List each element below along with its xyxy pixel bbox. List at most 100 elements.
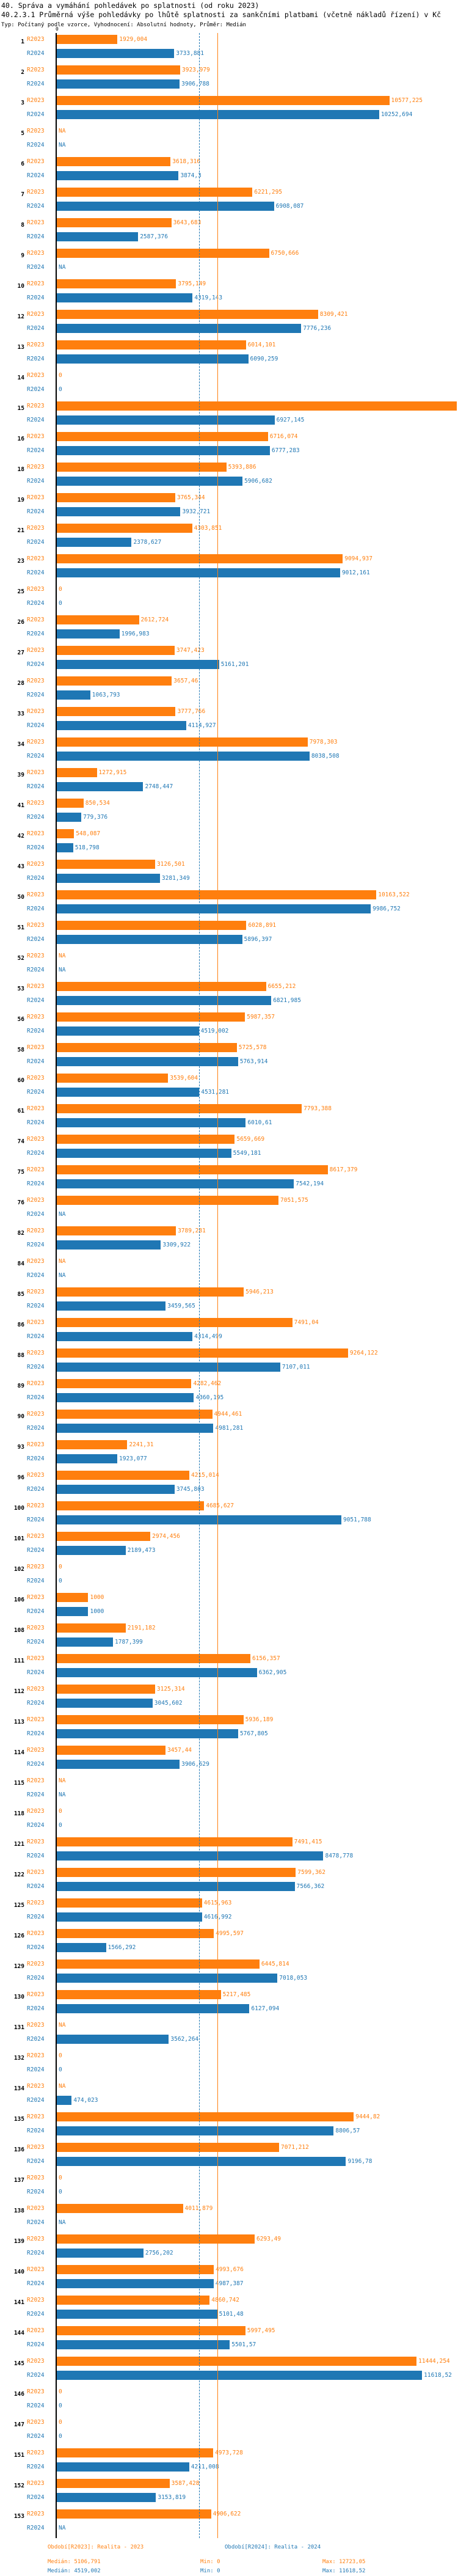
bar-2023[interactable] [57,768,97,777]
bar-2024[interactable] [57,202,274,211]
bar-2023[interactable] [57,1959,260,1969]
bar-2023[interactable] [57,829,75,838]
bar-2024[interactable] [57,446,270,455]
bar-2023[interactable] [57,493,175,502]
bar-2023[interactable] [57,1929,214,1938]
bar-2023[interactable] [57,1898,202,1908]
bar-2023[interactable] [57,1287,244,1297]
bar-2024[interactable] [57,538,132,547]
bar-2024[interactable] [57,1057,238,1066]
bar-2024[interactable] [57,2096,72,2105]
bar-2023[interactable] [57,1654,250,1663]
bar-2023[interactable] [57,1837,293,1846]
bar-2023[interactable] [57,1196,279,1205]
bar-2024[interactable] [57,1882,295,1891]
bar-2023[interactable] [57,463,227,472]
bar-2023[interactable] [57,1532,151,1541]
bar-2023[interactable] [57,1318,293,1327]
bar-2024[interactable] [57,660,219,669]
bar-2024[interactable] [57,354,249,364]
bar-2023[interactable] [57,2112,354,2121]
bar-2023[interactable] [57,524,192,533]
bar-2024[interactable] [57,996,272,1005]
bar-2023[interactable] [57,1623,126,1633]
bar-2024[interactable] [57,1974,278,1983]
bar-2024[interactable] [57,1363,280,1372]
bar-2023[interactable] [57,2448,214,2457]
bar-2023[interactable] [57,1868,296,1877]
bar-2024[interactable] [57,232,139,241]
bar-2024[interactable] [57,568,340,577]
bar-2024[interactable] [57,1699,153,1708]
bar-2024[interactable] [57,1607,89,1616]
bar-2023[interactable] [57,35,118,44]
bar-2023[interactable] [57,157,171,166]
bar-2023[interactable] [57,737,308,747]
bar-2024[interactable] [57,2371,423,2380]
bar-2024[interactable] [57,1301,166,1311]
bar-2024[interactable] [57,813,82,822]
bar-2023[interactable] [57,1012,245,1022]
bar-2023[interactable] [57,65,180,75]
bar-2023[interactable] [57,2479,170,2488]
bar-2023[interactable] [57,1135,235,1144]
bar-2023[interactable] [57,707,176,716]
bar-2024[interactable] [57,2340,230,2349]
bar-2023[interactable] [57,310,318,319]
bar-2023[interactable] [57,1074,169,1083]
bar-2023[interactable] [57,1501,205,1510]
bar-2023[interactable] [57,218,172,227]
bar-2023[interactable] [57,2143,280,2152]
bar-2024[interactable] [57,2035,169,2044]
bar-2023[interactable] [57,890,377,899]
bar-2024[interactable] [57,79,180,89]
bar-2024[interactable] [57,2279,214,2288]
bar-2024[interactable] [57,1454,117,1463]
bar-2024[interactable] [57,2493,156,2502]
bar-2024[interactable] [57,2462,189,2472]
bar-2024[interactable] [57,752,310,761]
bar-2023[interactable] [57,554,343,563]
bar-2024[interactable] [57,1088,200,1097]
bar-2024[interactable] [57,935,242,944]
bar-2024[interactable] [57,293,193,302]
bar-2024[interactable] [57,2004,250,2013]
bar-2023[interactable] [57,799,84,808]
bar-2023[interactable] [57,1104,302,1113]
bar-2024[interactable] [57,629,120,639]
bar-2023[interactable] [57,1348,348,1358]
bar-2024[interactable] [57,2126,334,2135]
bar-2024[interactable] [57,110,379,119]
bar-2024[interactable] [57,507,181,516]
bar-2023[interactable] [57,1593,89,1602]
bar-2023[interactable] [57,249,269,258]
bar-2023[interactable] [57,646,175,655]
bar-2023[interactable] [57,2296,210,2305]
bar-2023[interactable] [57,676,172,686]
bar-2024[interactable] [57,1118,246,1127]
bar-2023[interactable] [57,615,139,624]
bar-2024[interactable] [57,843,73,852]
bar-2023[interactable] [57,1715,244,1724]
bar-2024[interactable] [57,1149,231,1158]
bar-2024[interactable] [57,2249,144,2258]
bar-2023[interactable] [57,188,253,197]
bar-2024[interactable] [57,1729,238,1738]
bar-2023[interactable] [57,1746,165,1755]
bar-2024[interactable] [57,1393,194,1402]
bar-2023[interactable] [57,1471,189,1480]
bar-2024[interactable] [57,1240,161,1250]
bar-2023[interactable] [57,1379,192,1388]
bar-2023[interactable] [57,1043,237,1052]
bar-2023[interactable] [57,1990,221,1999]
bar-2023[interactable] [57,2234,255,2244]
bar-2024[interactable] [57,1026,199,1036]
bar-2023[interactable] [57,2357,417,2366]
bar-2024[interactable] [57,721,186,730]
bar-2024[interactable] [57,477,243,486]
bar-2024[interactable] [57,904,371,913]
bar-2024[interactable] [57,1424,214,1433]
bar-2023[interactable] [57,982,266,991]
bar-2024[interactable] [57,49,175,58]
bar-2024[interactable] [57,2157,346,2166]
